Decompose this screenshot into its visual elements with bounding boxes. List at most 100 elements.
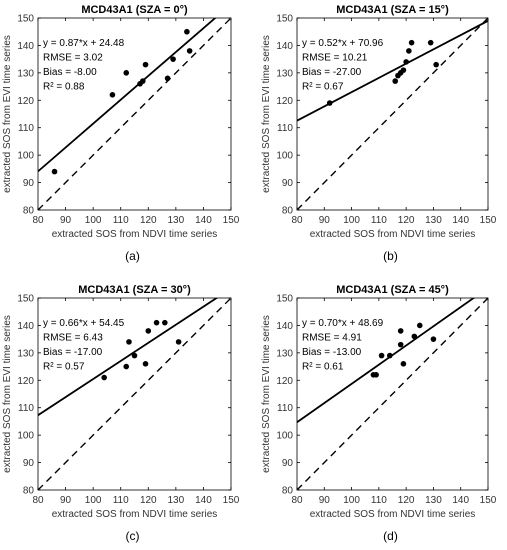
data-point (373, 372, 379, 378)
stats-line: Bias = -17.00 (43, 347, 103, 358)
x-tick-label: 140 (452, 215, 469, 226)
x-tick-label: 150 (223, 495, 240, 506)
x-tick-label: 100 (343, 495, 360, 506)
data-point (132, 353, 138, 359)
data-point (101, 375, 107, 381)
stats-line: y = 0.52*x + 70.96 (302, 38, 384, 49)
data-point (52, 169, 58, 175)
x-axis-label: extracted SOS from NDVI time series (52, 509, 218, 520)
chart-title: MCD43A1 (SZA = 15°) (336, 4, 449, 16)
x-tick-label: 140 (195, 215, 212, 226)
y-tick-label: 80 (23, 206, 35, 217)
x-tick-label: 100 (343, 215, 360, 226)
data-point (126, 339, 132, 345)
x-tick-label: 120 (140, 215, 157, 226)
stats-line: RMSE = 3.02 (43, 53, 103, 64)
x-tick-label: 100 (85, 495, 102, 506)
y-axis-label: extracted SOS from EVI time series (2, 315, 13, 473)
stats-line: R² = 0.61 (302, 362, 344, 373)
data-point (165, 76, 171, 82)
x-tick-label: 130 (168, 495, 185, 506)
data-point (123, 364, 129, 370)
data-point (143, 62, 149, 68)
data-point (154, 320, 160, 326)
y-axis-label: extracted SOS from EVI time series (261, 315, 272, 473)
x-tick-label: 110 (371, 495, 387, 506)
data-point (398, 342, 404, 348)
stats-line: RMSE = 6.43 (43, 333, 103, 344)
x-tick-label: 130 (425, 495, 442, 506)
stats-line: R² = 0.57 (43, 362, 85, 373)
x-tick-label: 120 (140, 495, 157, 506)
panel-d: MCD43A1 (SZA = 45°) 80 90 100 110 120 130 140 15… (261, 284, 497, 543)
y-tick-label: 120 (276, 96, 293, 107)
chart-title: MCD43A1 (SZA = 45°) (336, 284, 449, 296)
x-tick-label: 110 (113, 495, 129, 506)
x-axis-label: extracted SOS from NDVI time series (52, 229, 218, 240)
x-tick-label: 150 (480, 215, 497, 226)
data-point (433, 62, 439, 68)
y-tick-label: 110 (18, 123, 34, 134)
data-point (145, 328, 151, 334)
x-tick-label: 140 (452, 495, 469, 506)
x-tick-label: 90 (60, 215, 72, 226)
stats-line: R² = 0.67 (302, 82, 344, 93)
y-tick-label: 100 (276, 151, 293, 162)
chart-title: MCD43A1 (SZA = 30°) (78, 284, 191, 296)
x-tick-label: 150 (223, 215, 240, 226)
x-tick-label: 130 (168, 215, 185, 226)
y-tick-label: 80 (23, 486, 35, 497)
x-tick-label: 120 (398, 495, 415, 506)
y-tick-label: 100 (17, 151, 34, 162)
stats-line: R² = 0.88 (43, 82, 85, 93)
x-tick-label: 80 (291, 215, 303, 226)
x-axis-label: extracted SOS from NDVI time series (310, 509, 476, 520)
panel-a: MCD43A1 (SZA = 0°)80 90 100 110 120 130 140 150… (2, 4, 240, 263)
y-tick-label: 90 (282, 458, 294, 469)
y-tick-label: 120 (17, 96, 34, 107)
y-tick-label: 100 (17, 431, 34, 442)
x-tick-label: 90 (60, 495, 72, 506)
x-tick-label: 150 (480, 495, 497, 506)
x-tick-label: 80 (32, 215, 44, 226)
x-tick-label: 90 (319, 495, 331, 506)
data-point (110, 92, 116, 98)
data-point (143, 361, 149, 367)
x-axis-label: extracted SOS from NDVI time series (310, 229, 476, 240)
data-point (170, 56, 176, 62)
panel-label: (b) (383, 249, 398, 263)
data-point (403, 59, 409, 65)
y-tick-label: 80 (282, 206, 294, 217)
data-point (184, 29, 190, 35)
data-point (412, 334, 418, 340)
data-point (431, 336, 437, 342)
data-point (406, 48, 412, 54)
x-tick-label: 90 (319, 215, 331, 226)
x-tick-label: 140 (195, 495, 212, 506)
data-point (428, 40, 434, 46)
stats-line: Bias = -13.00 (302, 347, 362, 358)
y-axis-label: extracted SOS from EVI time series (2, 35, 13, 193)
data-point (379, 353, 385, 359)
y-tick-label: 130 (276, 68, 293, 79)
stats-line: Bias = -27.00 (302, 67, 362, 78)
y-tick-label: 130 (276, 348, 293, 359)
data-point (387, 353, 393, 359)
stats-line: Bias = -8.00 (43, 67, 97, 78)
y-tick-label: 140 (17, 41, 34, 52)
x-tick-label: 130 (425, 215, 442, 226)
y-tick-label: 110 (277, 403, 293, 414)
data-point (176, 339, 182, 345)
x-tick-label: 100 (85, 215, 102, 226)
y-tick-label: 110 (277, 123, 293, 134)
panel-label: (c) (126, 529, 140, 543)
y-tick-label: 110 (18, 403, 34, 414)
panel-c: MCD43A1 (SZA = 30°) 80 90 100 110 120 130 140 15… (2, 284, 240, 543)
y-tick-label: 100 (276, 431, 293, 442)
y-tick-label: 130 (17, 348, 34, 359)
x-tick-label: 110 (371, 215, 387, 226)
x-tick-label: 80 (32, 495, 44, 506)
y-tick-label: 150 (17, 14, 34, 25)
y-axis-label: extracted SOS from EVI time series (261, 35, 272, 193)
x-tick-label: 80 (291, 495, 303, 506)
